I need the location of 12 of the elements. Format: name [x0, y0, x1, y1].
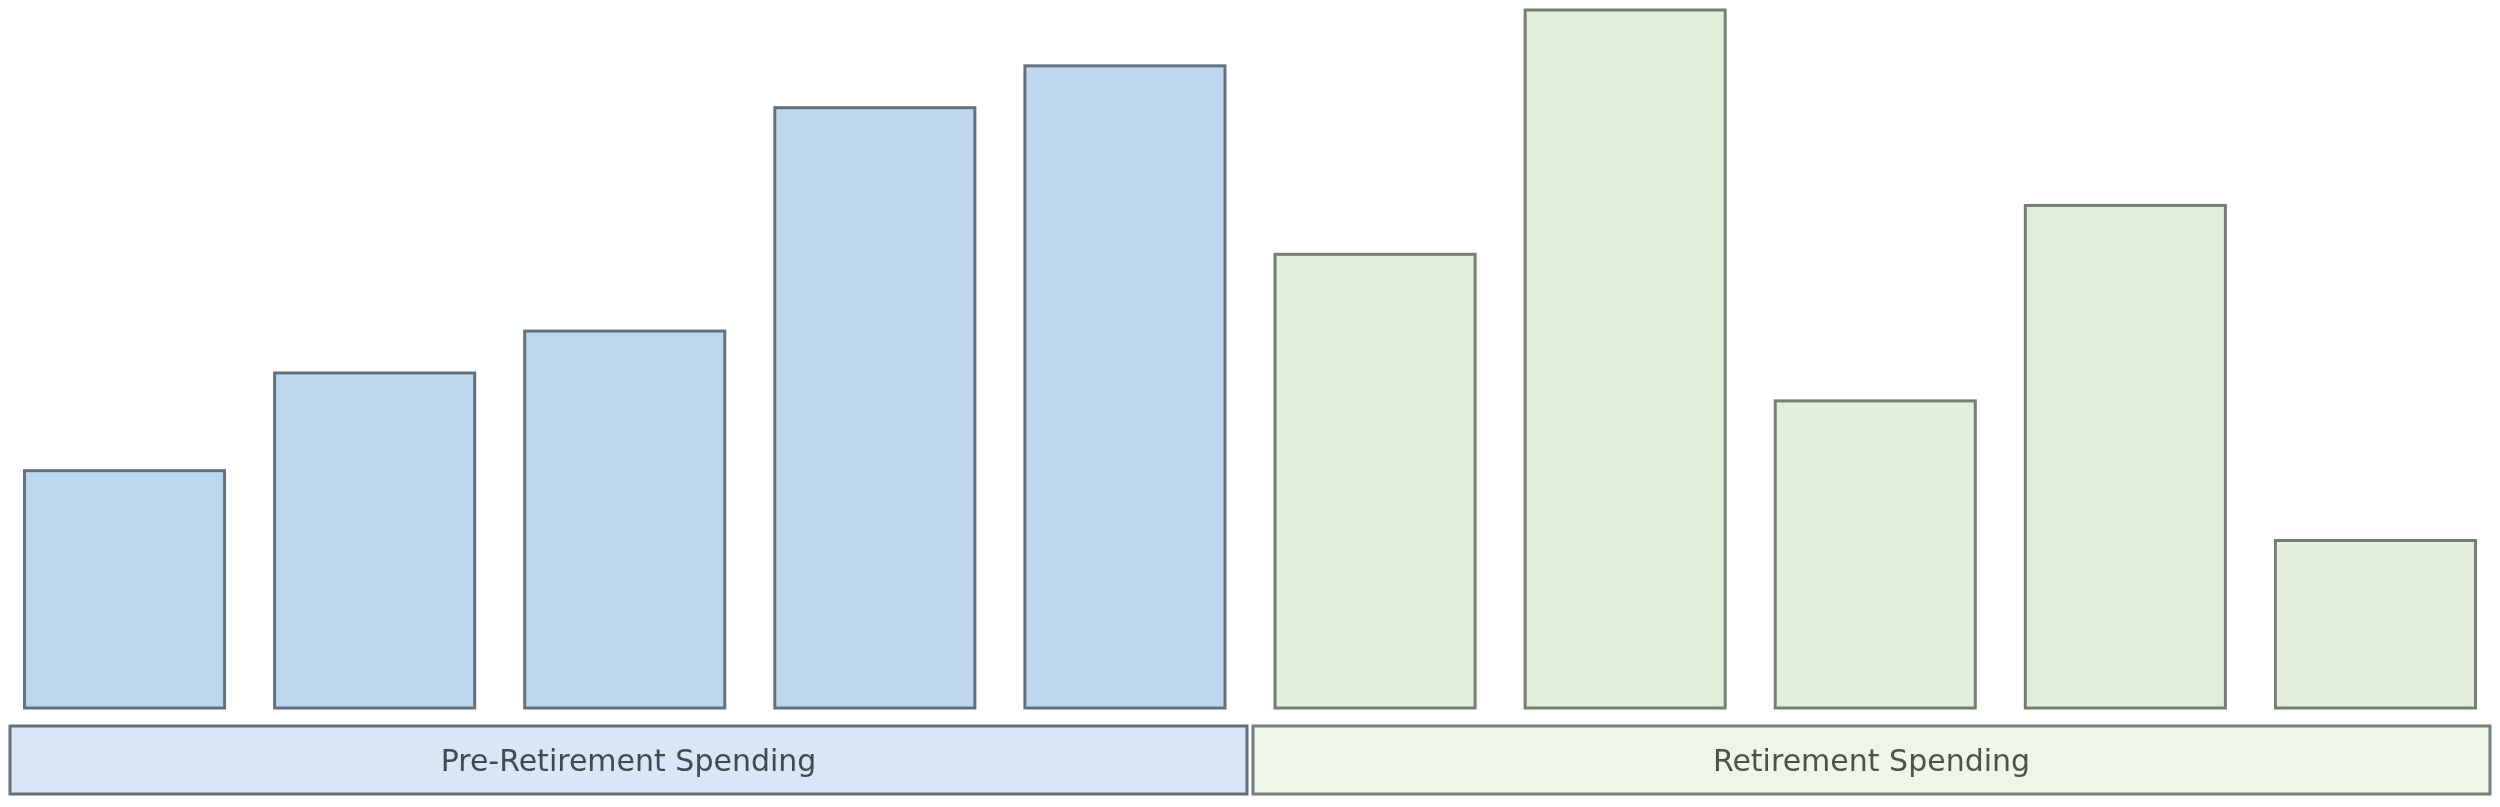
- label-box: Pre-Retirement Spending: [8, 724, 1249, 796]
- bar: [23, 469, 227, 710]
- bar: [1773, 399, 1977, 710]
- label-box: Retirement Spending: [1251, 724, 2492, 796]
- bar: [1023, 64, 1227, 710]
- bar: [2023, 203, 2227, 710]
- bar: [273, 371, 477, 710]
- bar: [523, 329, 727, 710]
- bar: [1523, 8, 1727, 710]
- bar: [773, 106, 977, 710]
- bar: [2273, 538, 2477, 710]
- bar: [1273, 252, 1477, 710]
